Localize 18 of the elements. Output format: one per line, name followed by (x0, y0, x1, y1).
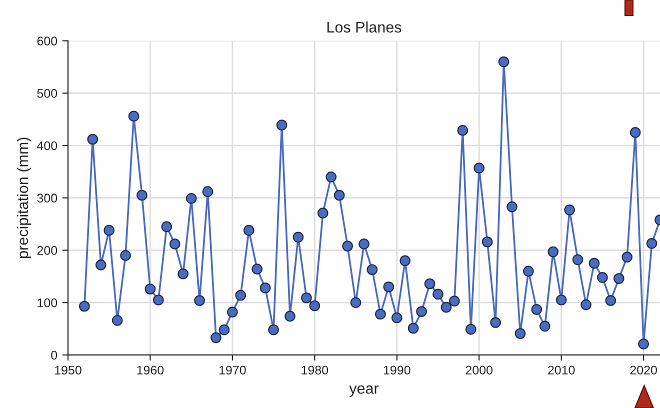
y-tick-label: 600 (37, 36, 58, 46)
y-tick-label: 100 (38, 298, 58, 308)
y-tick-label: 300 (37, 194, 58, 203)
chart-title: Los Planes (327, 21, 402, 33)
x-tick-label: 1980 (302, 366, 328, 375)
x-tick-label: 1990 (384, 366, 410, 375)
x-tick-label: 2010 (548, 366, 575, 375)
x-tick-label: 1960 (137, 366, 164, 375)
x-tick-label: 2020 (630, 366, 657, 375)
y-axis-title: precipitation (mm) (16, 138, 32, 258)
y-tick-label: 200 (37, 246, 58, 255)
y-tick-label: 0 (51, 350, 58, 360)
x-tick-label: 2000 (466, 366, 493, 375)
x-axis-title: year (349, 385, 379, 397)
y-tick-label: 400 (36, 141, 58, 150)
x-tick-label: 1950 (55, 366, 82, 375)
y-tick-label: 500 (37, 88, 58, 98)
x-tick-label: 1970 (219, 366, 246, 375)
